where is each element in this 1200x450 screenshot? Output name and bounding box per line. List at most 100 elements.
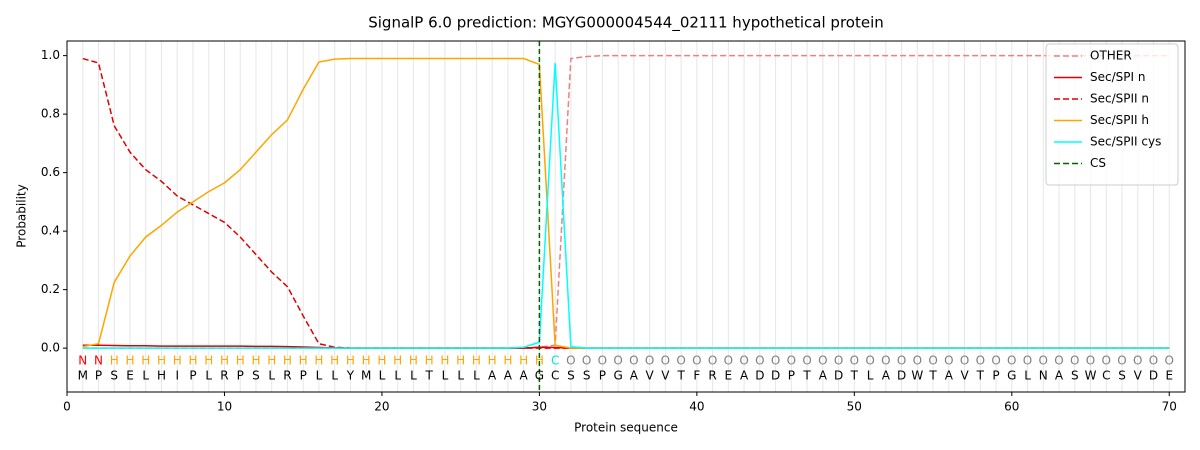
residue: M: [78, 369, 88, 383]
residue: D: [897, 369, 906, 383]
plot: [82, 41, 1170, 392]
residue: P: [992, 369, 999, 383]
x-tick-label: 70: [1162, 400, 1177, 414]
region-label: N: [78, 354, 87, 368]
residue: R: [708, 369, 716, 383]
region-label: O: [1086, 354, 1095, 368]
region-label: O: [739, 354, 748, 368]
region-label: O: [1149, 354, 1158, 368]
residue: L: [331, 369, 338, 383]
residue: G: [1007, 369, 1016, 383]
residue: T: [976, 369, 985, 383]
region-label: O: [629, 354, 638, 368]
region-label: O: [991, 354, 1000, 368]
residue: F: [693, 369, 700, 383]
region-label: O: [913, 354, 922, 368]
region-label: O: [1165, 354, 1174, 368]
residue: A: [520, 369, 529, 383]
residue: A: [882, 369, 891, 383]
residue: L: [379, 369, 386, 383]
residue: G: [613, 369, 622, 383]
residue: E: [126, 369, 134, 383]
x-tick-label: 50: [847, 400, 862, 414]
region-label: H: [503, 354, 512, 368]
region-label: H: [110, 354, 119, 368]
legend: OTHER Sec/SPI n Sec/SPII n Sec/SPII h Sec/SP…: [1045, 43, 1179, 186]
residue: P: [599, 369, 606, 383]
x-tick-label: 0: [63, 400, 71, 414]
region-label: O: [928, 354, 937, 368]
region-label: O: [976, 354, 985, 368]
legend-box: [1045, 43, 1179, 186]
region-label: O: [566, 354, 575, 368]
region-label: O: [787, 354, 796, 368]
residue: V: [1134, 369, 1143, 383]
residue: S: [1118, 369, 1126, 383]
region-label: O: [582, 354, 591, 368]
region-label: H: [519, 354, 528, 368]
x-tick-label: 60: [1004, 400, 1019, 414]
residue: D: [1149, 369, 1158, 383]
region-label: O: [1070, 354, 1079, 368]
residue: I: [175, 369, 179, 383]
region-label: O: [834, 354, 843, 368]
region-label: H: [141, 354, 150, 368]
residue: L: [867, 369, 874, 383]
residue: T: [676, 369, 685, 383]
residue: E: [1165, 369, 1173, 383]
region-label: O: [865, 354, 874, 368]
residue: V: [646, 369, 655, 383]
residue: W: [911, 369, 923, 383]
region-label: O: [1007, 354, 1016, 368]
region-label: H: [188, 354, 197, 368]
series-line: [82, 62, 1170, 349]
residue: T: [802, 369, 811, 383]
residue: A: [488, 369, 497, 383]
region-label: C: [551, 354, 559, 368]
residue: P: [237, 369, 244, 383]
residue: P: [788, 369, 795, 383]
region-label: H: [157, 354, 166, 368]
x-axis-label: Protein sequence: [574, 421, 678, 435]
residue: L: [410, 369, 417, 383]
y-tick-label: 0.6: [41, 165, 60, 179]
residue: T: [424, 369, 433, 383]
region-label: O: [802, 354, 811, 368]
residue: S: [567, 369, 575, 383]
region-label: N: [94, 354, 103, 368]
region-label: H: [346, 354, 355, 368]
residue: L: [142, 369, 149, 383]
residue: S: [1071, 369, 1079, 383]
region-label: H: [362, 354, 371, 368]
region-label: O: [1039, 354, 1048, 368]
residue: A: [819, 369, 828, 383]
region-label: H: [535, 354, 544, 368]
residue: V: [661, 369, 670, 383]
x-tick-label: 40: [689, 400, 704, 414]
residue: S: [583, 369, 591, 383]
region-label: H: [299, 354, 308, 368]
region-label: H: [425, 354, 434, 368]
residue: S: [252, 369, 260, 383]
region-label: O: [1102, 354, 1111, 368]
residue: L: [442, 369, 449, 383]
y-tick-label: 0.4: [41, 224, 60, 238]
residue: G: [535, 369, 544, 383]
residue: L: [316, 369, 323, 383]
region-label: H: [488, 354, 497, 368]
region-label: H: [251, 354, 260, 368]
y-tick-label: 0.2: [41, 282, 60, 296]
residue: A: [630, 369, 639, 383]
residue: T: [850, 369, 859, 383]
residue: A: [1055, 369, 1064, 383]
region-label: H: [204, 354, 213, 368]
region-label: O: [960, 354, 969, 368]
y-tick-label: 0.8: [41, 107, 60, 121]
residue: M: [361, 369, 371, 383]
residue: P: [95, 369, 102, 383]
region-label: O: [755, 354, 764, 368]
residue: P: [189, 369, 196, 383]
residue: N: [1039, 369, 1048, 383]
